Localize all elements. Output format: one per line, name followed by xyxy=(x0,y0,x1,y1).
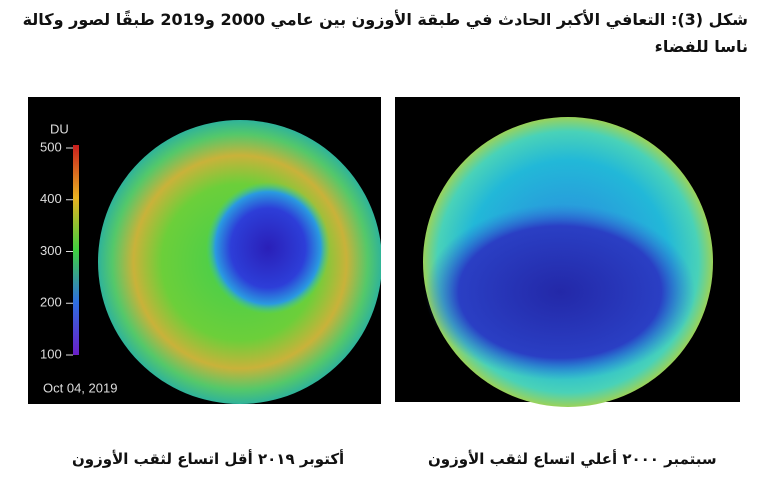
unit-label: DU xyxy=(50,121,69,136)
date-label: Oct 04, 2019 xyxy=(43,380,117,395)
scale-tick-label: 200 xyxy=(40,295,62,310)
figure-title: شكل (3): التعافي الأكبر الحادث في طبقة ا… xyxy=(22,10,748,56)
scale-tick-label: 100 xyxy=(40,346,62,361)
scale-tick-label: 300 xyxy=(40,243,62,258)
scale-tick-label: 500 xyxy=(40,139,62,154)
scale-tick-label: 400 xyxy=(40,191,62,206)
color-scale xyxy=(73,145,79,355)
ozone-hole xyxy=(425,204,695,380)
ozone-hole xyxy=(206,182,330,314)
left-caption: أكتوبر ٢٠١٩ أقل اتساع لثقب الأوزون xyxy=(72,450,345,468)
right-caption: سبتمبر ٢٠٠٠ أعلي اتساع لثقب الأوزون xyxy=(428,450,717,468)
